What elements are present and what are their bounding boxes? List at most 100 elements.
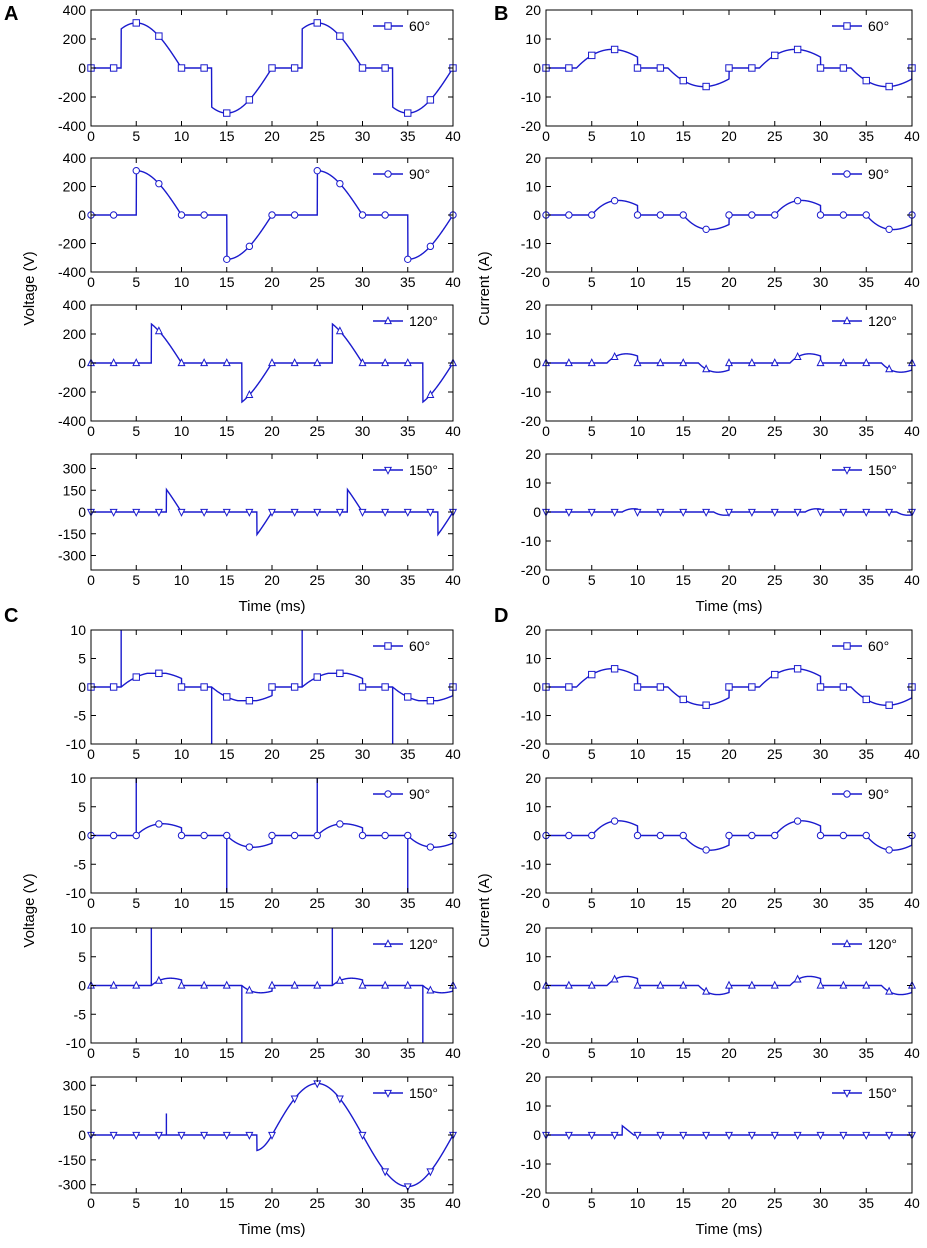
series-marker xyxy=(109,64,118,72)
y-tick-label: 0 xyxy=(78,60,86,76)
series-line xyxy=(91,823,453,848)
y-tick-label: 0 xyxy=(78,978,86,994)
series-marker xyxy=(862,695,870,704)
series-marker xyxy=(656,1131,665,1140)
series-marker xyxy=(290,64,299,72)
series-marker xyxy=(381,64,389,72)
x-tick-label: 20 xyxy=(721,128,737,144)
series-marker xyxy=(426,242,435,251)
series-marker xyxy=(109,508,118,517)
x-tick-label: 25 xyxy=(309,895,325,911)
y-tick-label: 400 xyxy=(63,150,87,166)
y-tick-label: 0 xyxy=(533,828,541,844)
series-marker xyxy=(588,51,596,60)
x-tick-label: 5 xyxy=(132,423,140,439)
x-tick-label: 30 xyxy=(355,895,371,911)
series-marker xyxy=(132,358,141,367)
series-marker xyxy=(793,351,802,360)
legend-label: 60° xyxy=(409,18,430,34)
series-marker xyxy=(770,1131,779,1140)
y-tick-label: -20 xyxy=(521,413,541,429)
x-tick-label: 30 xyxy=(355,274,371,290)
x-tick-label: 30 xyxy=(813,128,829,144)
y-tick-label: 10 xyxy=(525,949,541,965)
x-tick-label: 0 xyxy=(542,128,550,144)
x-tick-label: 35 xyxy=(400,274,416,290)
series-marker xyxy=(885,508,894,517)
x-tick-label: 15 xyxy=(675,1045,691,1061)
y-tick-label: 200 xyxy=(63,326,87,342)
x-tick-label: 0 xyxy=(87,895,95,911)
x-tick-label: 30 xyxy=(355,1195,371,1211)
series-marker xyxy=(885,82,893,91)
legend-marker xyxy=(383,466,393,475)
series-marker xyxy=(679,358,688,367)
series-marker xyxy=(381,831,389,840)
x-tick-label: 0 xyxy=(542,423,550,439)
series-marker xyxy=(725,831,733,840)
y-axis-title: Current (A) xyxy=(476,251,493,325)
x-tick-label: 5 xyxy=(588,1195,596,1211)
x-tick-label: 5 xyxy=(132,128,140,144)
series-marker xyxy=(381,980,390,989)
y-tick-label: -5 xyxy=(74,856,87,872)
legend-label: 60° xyxy=(868,18,889,34)
series-marker xyxy=(222,1131,231,1140)
series-marker xyxy=(200,1131,209,1140)
series-marker xyxy=(656,508,665,517)
series-marker xyxy=(816,358,825,367)
series-marker xyxy=(426,96,435,104)
x-tick-label: 30 xyxy=(813,572,829,588)
series-marker xyxy=(313,19,321,27)
x-tick-label: 5 xyxy=(132,1045,140,1061)
subplot-120: 0 5 10 15 20 25 30 35 40 -20 -10 0 10 20 120° xyxy=(521,297,920,439)
x-tick-label: 30 xyxy=(355,1045,371,1061)
legend-label: 60° xyxy=(409,638,430,654)
series-marker xyxy=(793,817,802,825)
y-tick-label: -10 xyxy=(66,1035,86,1051)
series-marker xyxy=(633,64,642,72)
series-marker xyxy=(839,831,848,840)
x-tick-label: 10 xyxy=(630,423,646,439)
x-tick-label: 15 xyxy=(219,423,235,439)
series-marker xyxy=(313,980,322,989)
x-tick-label: 10 xyxy=(174,895,190,911)
series-marker xyxy=(725,64,733,72)
series-marker xyxy=(770,358,779,367)
subplot-60: 0 5 10 15 20 25 30 35 40 -20 -10 0 10 20 60° xyxy=(521,2,920,144)
series-marker xyxy=(656,64,665,72)
y-tick-label: -10 xyxy=(66,885,86,901)
y-tick-label: -10 xyxy=(521,236,541,252)
series-marker xyxy=(177,1131,186,1140)
x-tick-label: 30 xyxy=(355,572,371,588)
x-tick-label: 5 xyxy=(588,895,596,911)
series-line xyxy=(546,353,912,373)
x-tick-label: 25 xyxy=(767,895,783,911)
y-tick-label: -300 xyxy=(58,1177,86,1193)
series-marker xyxy=(565,211,573,219)
series-marker xyxy=(223,109,231,117)
legend-marker xyxy=(383,939,393,948)
series-marker xyxy=(564,358,573,367)
legend-marker xyxy=(383,1089,393,1098)
x-tick-label: 40 xyxy=(904,895,920,911)
series-marker xyxy=(702,364,711,373)
series-line xyxy=(546,820,912,851)
legend-marker xyxy=(842,1089,852,1098)
series-marker xyxy=(381,683,389,691)
x-tick-label: 15 xyxy=(675,746,691,762)
x-axis-title: Time (ms) xyxy=(696,1221,763,1238)
y-tick-label: -400 xyxy=(58,264,86,280)
legend-marker xyxy=(384,170,392,178)
legend-label: 90° xyxy=(868,786,889,802)
y-tick-label: 0 xyxy=(533,60,541,76)
subplot-120: 0 5 10 15 20 25 30 35 40 -400 -200 0 200 400 120° xyxy=(58,297,461,439)
subplot-90: 0 5 10 15 20 25 30 35 40 -10 -5 0 5 10 90° xyxy=(66,770,461,911)
x-tick-label: 35 xyxy=(858,572,874,588)
y-axis-title: Voltage (V) xyxy=(21,251,38,325)
y-tick-label: -20 xyxy=(521,562,541,578)
x-tick-label: 40 xyxy=(904,746,920,762)
series-marker xyxy=(748,831,756,840)
panel-letter: B xyxy=(494,3,508,25)
